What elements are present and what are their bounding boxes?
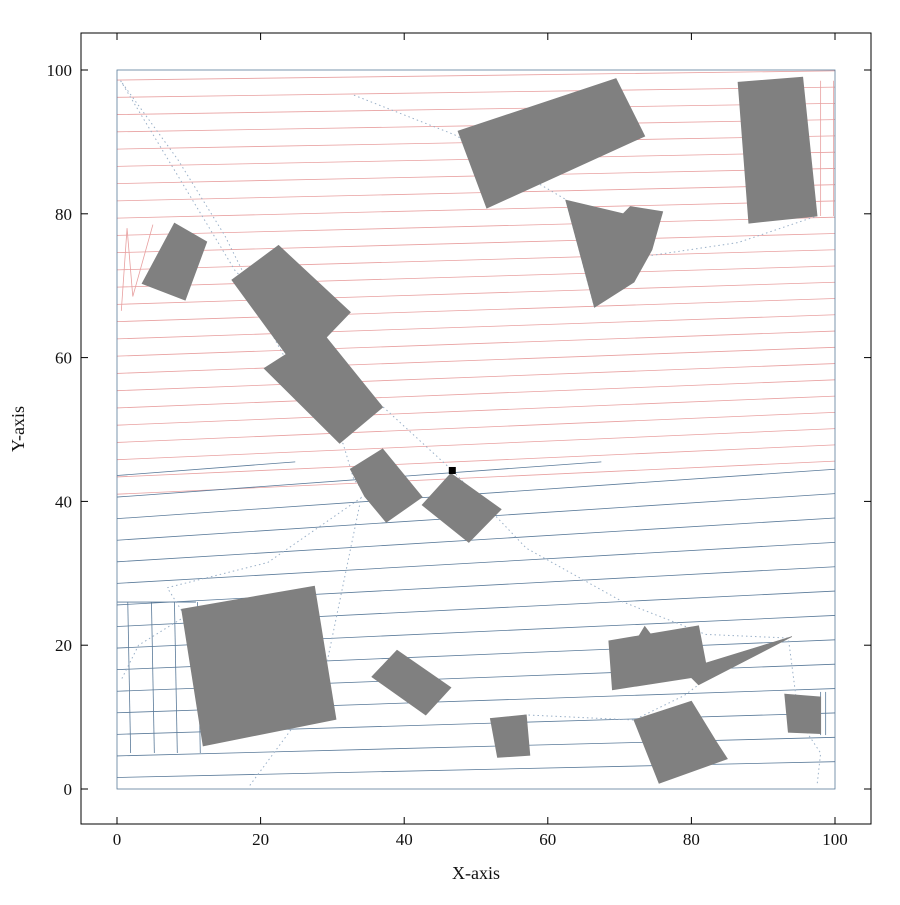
obstacles-layer bbox=[141, 76, 822, 784]
y-tick-label: 0 bbox=[64, 780, 73, 799]
y-tick-label: 60 bbox=[55, 349, 72, 368]
upper-sweep-line bbox=[116, 314, 836, 340]
connector-path bbox=[120, 496, 362, 786]
left-top-strip bbox=[120, 224, 154, 311]
left-bottom-strip-line bbox=[127, 602, 132, 754]
x-tick-label: 20 bbox=[252, 830, 269, 849]
obstacle-polygon bbox=[141, 222, 208, 301]
marker-layer bbox=[448, 466, 456, 474]
upper-sweep-line bbox=[116, 102, 836, 115]
upper-sweep-line bbox=[116, 86, 836, 98]
y-axis-title: Y-axis bbox=[8, 406, 28, 452]
upper-sweep-line bbox=[116, 216, 836, 236]
left-bottom-strip-line bbox=[151, 602, 155, 754]
obstacle-polygon bbox=[349, 448, 423, 523]
upper-sweep-line bbox=[116, 444, 836, 478]
obstacle-polygon bbox=[263, 331, 384, 444]
x-axis-title: X-axis bbox=[452, 863, 500, 883]
obstacle-polygon bbox=[489, 714, 531, 758]
x-tick-label: 80 bbox=[683, 830, 700, 849]
upper-sweep-line bbox=[116, 233, 836, 254]
obstacle-polygon bbox=[608, 625, 793, 691]
obstacle-polygon bbox=[565, 199, 664, 308]
upper-sweep-line bbox=[116, 346, 836, 374]
upper-sweep-line bbox=[116, 330, 836, 357]
x-tick-label: 40 bbox=[396, 830, 413, 849]
upper-sweep-line bbox=[116, 184, 836, 202]
connector-path bbox=[497, 684, 699, 722]
marker-point bbox=[448, 466, 456, 474]
workspace-boundary bbox=[116, 69, 836, 790]
obstacle-polygon bbox=[371, 649, 452, 716]
upper-sweep-line bbox=[116, 395, 836, 426]
upper-sweep-line bbox=[116, 379, 836, 409]
upper-sweep-line bbox=[116, 411, 836, 443]
y-tick-label: 80 bbox=[55, 205, 72, 224]
y-tick-label: 20 bbox=[55, 636, 72, 655]
upper-sweep-line bbox=[116, 363, 836, 392]
left-bottom-strip-line bbox=[174, 602, 178, 754]
x-tick-label: 60 bbox=[539, 830, 556, 849]
lower-sweep-line bbox=[116, 461, 296, 476]
upper-sweep-line bbox=[116, 428, 836, 461]
upper-sweep-line bbox=[116, 281, 836, 305]
upper-sweep-line bbox=[116, 70, 836, 81]
obstacle-polygon bbox=[784, 693, 822, 735]
y-tick-label: 100 bbox=[47, 61, 73, 80]
ticks-layer: 0 20 40 60 80 100 0 20 40 60 80 100 bbox=[47, 33, 871, 849]
connector-path bbox=[353, 94, 818, 309]
obstacle-polygon bbox=[737, 76, 818, 224]
y-tick-label: 40 bbox=[55, 492, 72, 511]
obstacle-polygon bbox=[421, 472, 502, 543]
lower-sweep-line bbox=[116, 541, 836, 584]
lower-sweep-line bbox=[116, 566, 836, 606]
lower-sweep-line bbox=[116, 517, 836, 563]
lower-sweep-line bbox=[116, 761, 836, 778]
upper-sweep-line bbox=[116, 200, 836, 219]
x-tick-label: 100 bbox=[822, 830, 848, 849]
obstacle-polygon bbox=[181, 585, 337, 747]
x-tick-label: 0 bbox=[113, 830, 122, 849]
obstacle-polygon bbox=[457, 78, 646, 209]
upper-sweep-line bbox=[116, 249, 836, 271]
obstacle-polygon bbox=[633, 700, 728, 784]
upper-sweep-line bbox=[116, 298, 836, 323]
